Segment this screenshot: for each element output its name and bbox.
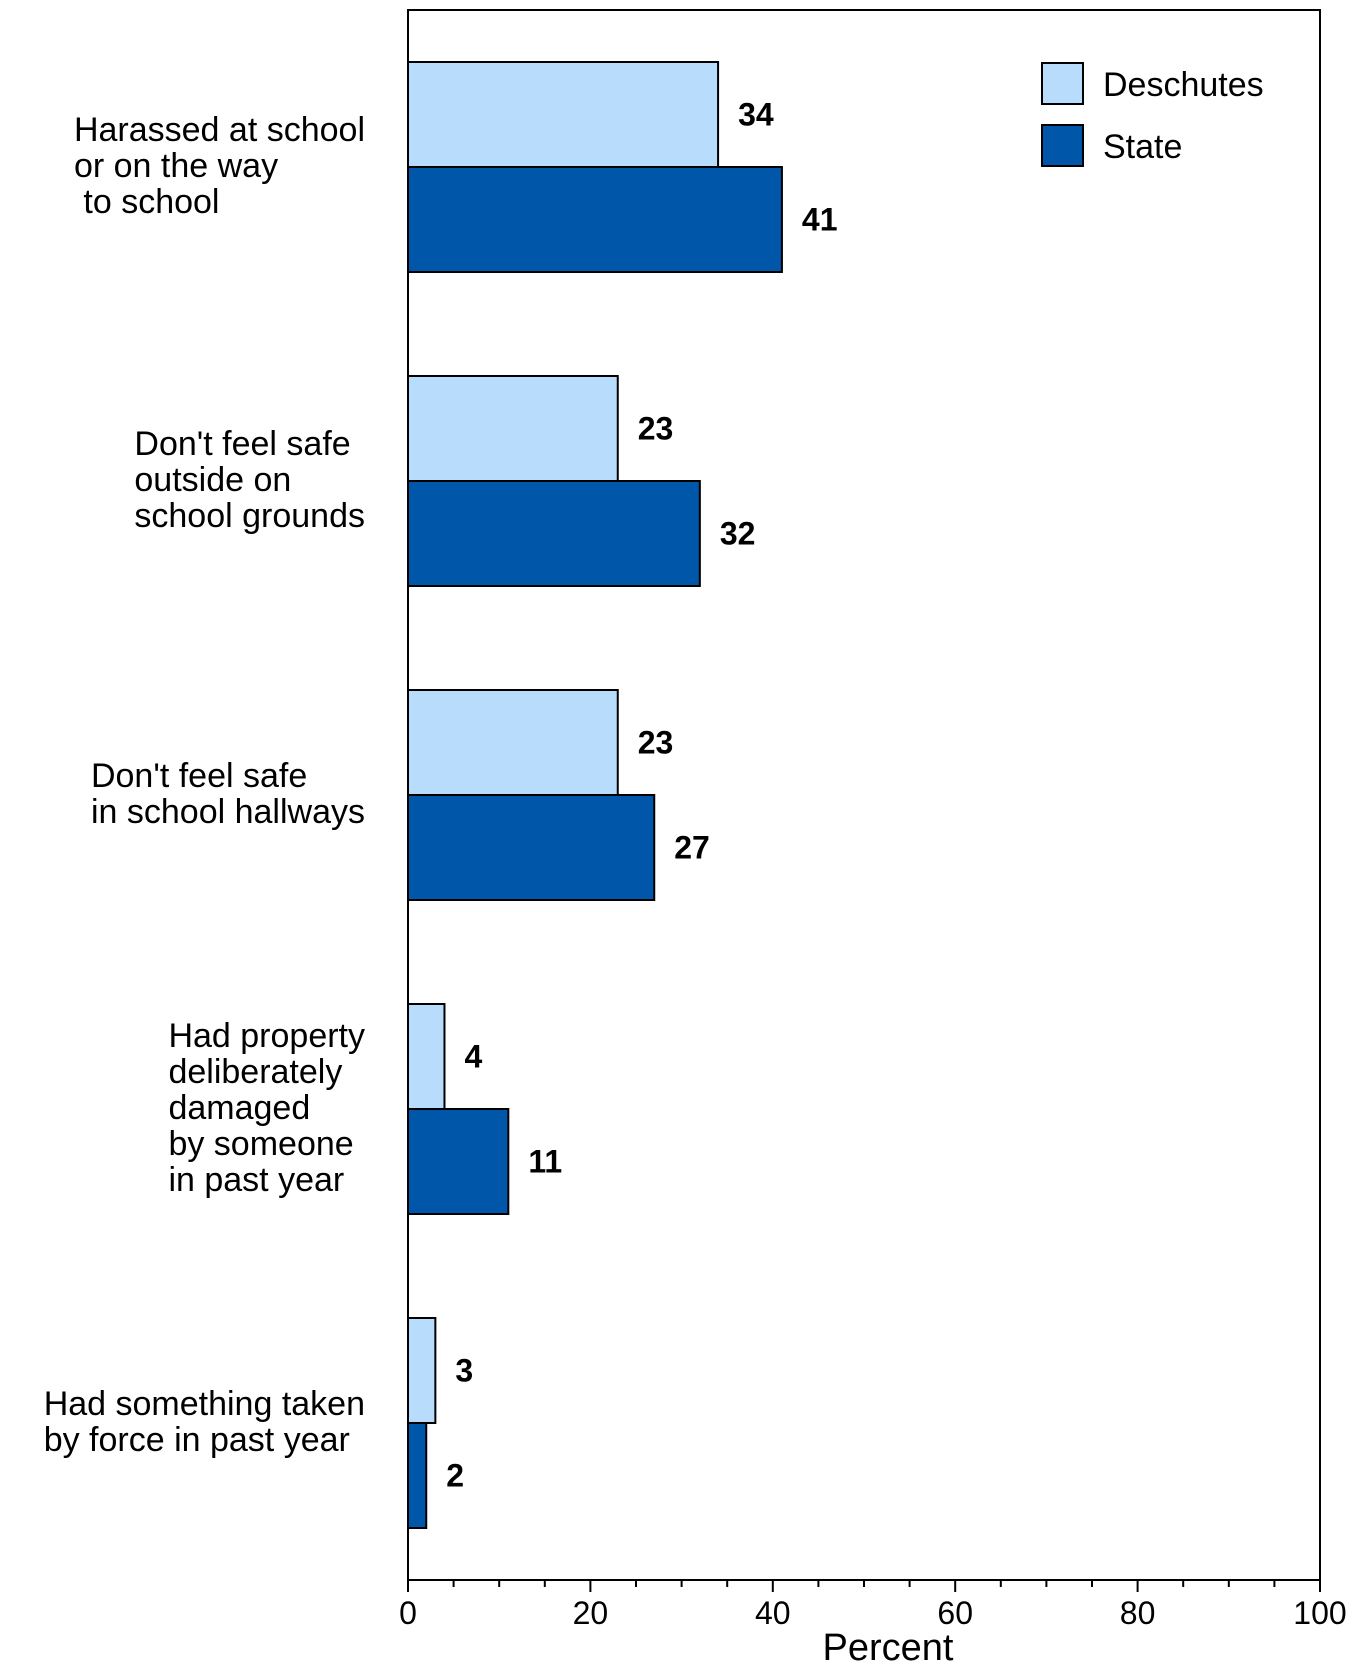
value-label-state-2: 32	[720, 516, 756, 552]
legend-swatch-deschutes	[1041, 62, 1084, 105]
x-tick-label-20: 20	[573, 1595, 609, 1631]
value-label-deschutes-4: 4	[464, 1039, 482, 1075]
x-tick-label-80: 80	[1120, 1595, 1156, 1631]
value-label-state-1: 41	[802, 202, 838, 238]
bar-deschutes-2	[407, 375, 619, 482]
bar-state-4	[407, 1108, 510, 1215]
x-tick-label-60: 60	[937, 1595, 973, 1631]
bar-deschutes-1	[407, 61, 720, 168]
bar-state-3	[407, 794, 656, 901]
value-label-deschutes-5: 3	[455, 1353, 473, 1389]
x-axis: 0 20 40 60 80 100	[399, 1580, 1347, 1631]
bars-group	[407, 61, 783, 1529]
legend: Deschutes State	[1041, 62, 1264, 167]
x-tick-label-0: 0	[399, 1595, 417, 1631]
value-label-state-3: 27	[674, 830, 710, 866]
legend-label-state: State	[1103, 128, 1182, 166]
category-label-2: Don't feel safe outside on school grounds	[134, 425, 365, 535]
category-label-1: Harassed at school or on the way to schoo…	[74, 111, 365, 221]
x-tick-label-100: 100	[1293, 1595, 1346, 1631]
category-labels-group: Harassed at school or on the way to schoo…	[44, 111, 365, 1459]
legend-swatch-state	[1041, 124, 1084, 167]
category-label-3: Don't feel safe in school hallways	[91, 757, 365, 831]
value-label-state-5: 2	[446, 1458, 464, 1494]
value-label-deschutes-2: 23	[638, 411, 674, 447]
x-tick-label-40: 40	[755, 1595, 791, 1631]
bar-state-1	[407, 166, 783, 273]
bar-state-5	[407, 1422, 428, 1529]
bar-deschutes-4	[407, 1003, 446, 1110]
bar-state-2	[407, 480, 701, 587]
value-label-deschutes-3: 23	[638, 725, 674, 761]
bar-deschutes-5	[407, 1317, 437, 1424]
bar-deschutes-3	[407, 689, 619, 796]
value-label-state-4: 11	[528, 1144, 562, 1180]
value-label-deschutes-1: 34	[738, 97, 774, 133]
x-axis-title: Percent	[823, 1627, 954, 1669]
category-label-5: Had something taken by force in past year	[44, 1385, 365, 1459]
legend-label-deschutes: Deschutes	[1103, 66, 1264, 104]
category-label-4: Had property deliberately damaged by someon…	[168, 1017, 365, 1199]
